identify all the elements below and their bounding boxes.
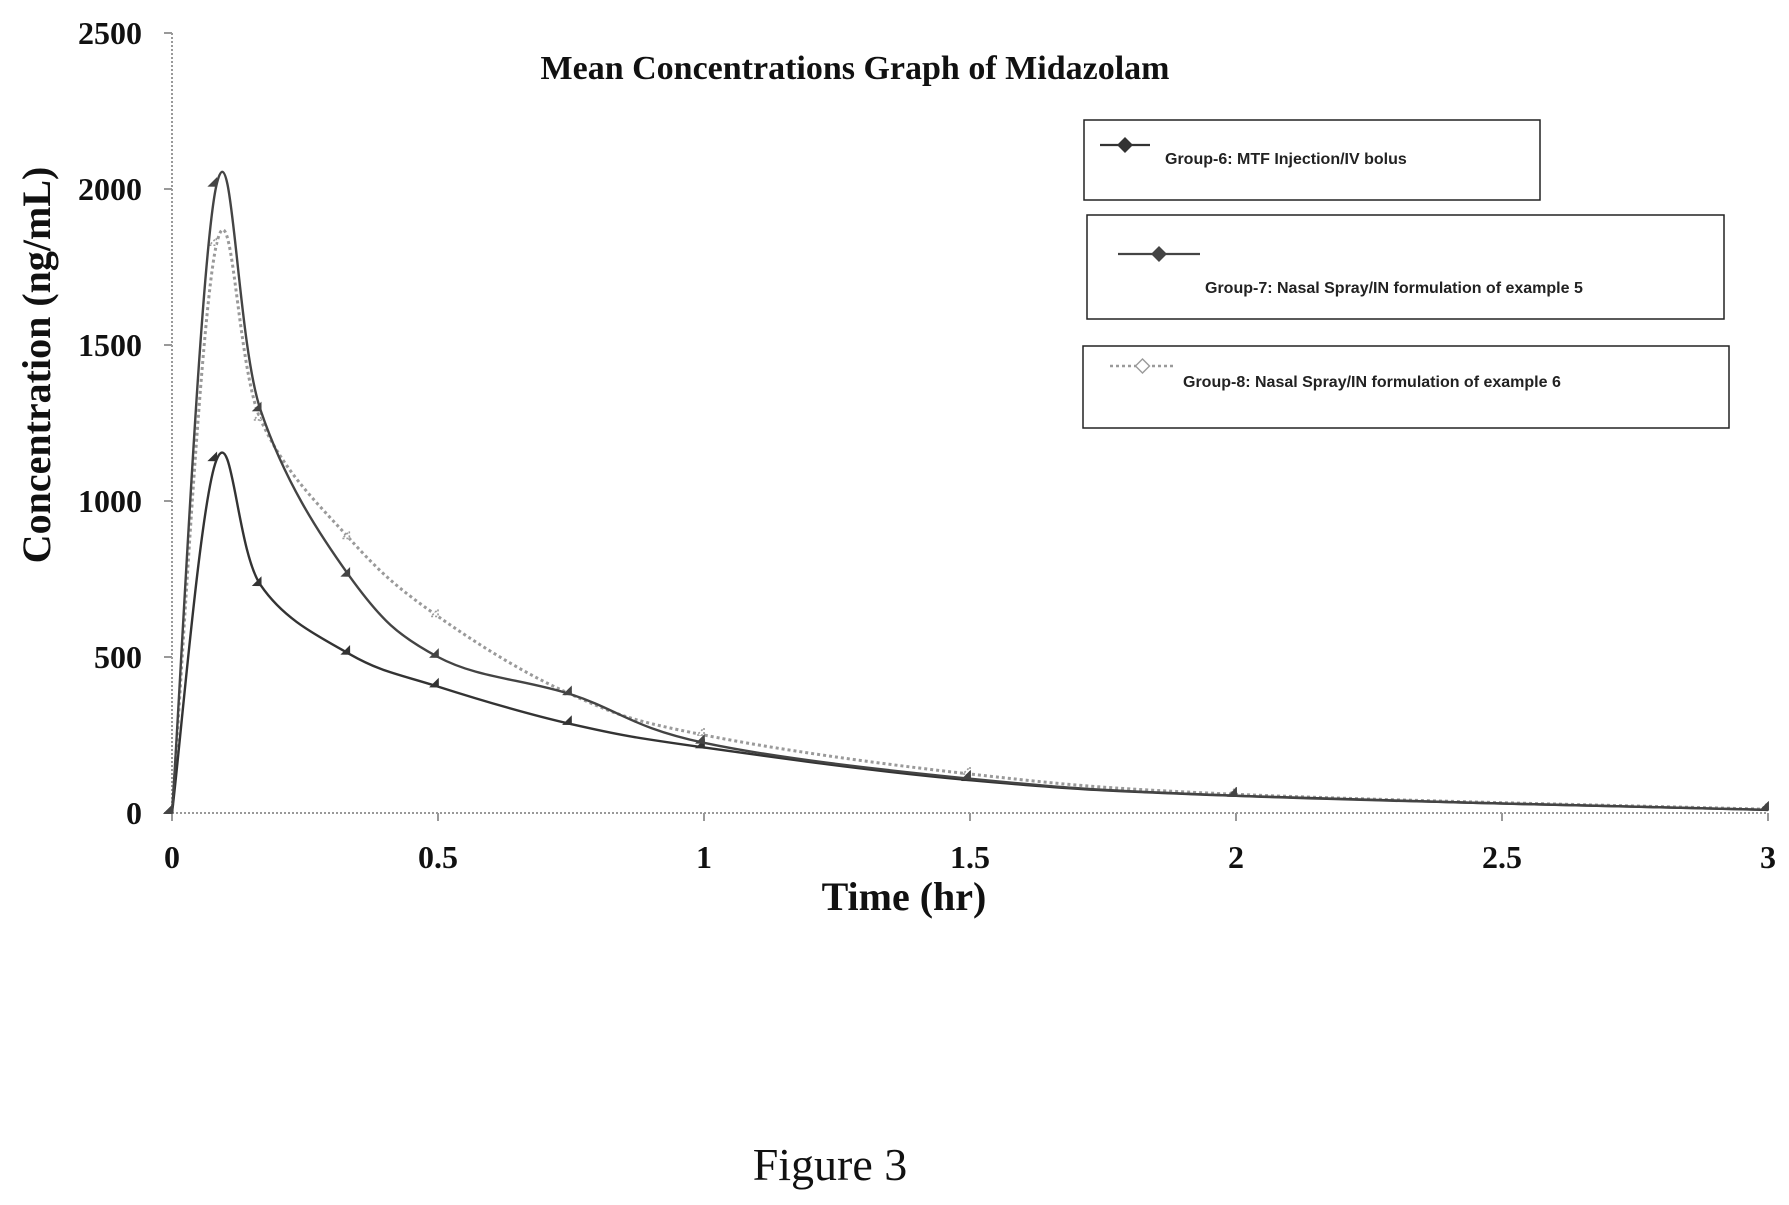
legend-swatch-marker: [1134, 358, 1151, 374]
series-marker: [695, 733, 705, 744]
legend-label: Group-8: Nasal Spray/IN formulation of e…: [1183, 374, 1561, 391]
series-marker: [429, 607, 439, 618]
legend-box: [1086, 214, 1725, 320]
legend-swatch-marker: [1117, 137, 1133, 153]
series-marker: [251, 401, 262, 412]
y-tick-label: 500: [94, 639, 142, 675]
series-marker: [251, 576, 262, 587]
series-group-1: [163, 451, 1769, 814]
legend-item-2: Group-7: Nasal Spray/IN formulation of e…: [1086, 214, 1725, 320]
series-marker: [1227, 786, 1237, 797]
series-marker: [163, 804, 173, 814]
x-tick-label: 1: [696, 839, 712, 875]
series-marker: [429, 648, 439, 658]
y-tick-label: 1500: [78, 327, 142, 363]
series-marker: [562, 715, 572, 725]
y-tick-label: 2500: [78, 15, 142, 51]
legend-item-1: Group-6: MTF Injection/IV bolus: [1083, 119, 1541, 201]
legend-swatch-marker: [1151, 246, 1167, 262]
series-marker: [207, 451, 218, 462]
x-tick-label: 1.5: [950, 839, 990, 875]
series-marker: [961, 769, 971, 780]
x-tick-label: 3: [1760, 839, 1776, 875]
series-line: [170, 451, 1769, 814]
x-tick-label: 0: [164, 839, 180, 875]
chart-title: Mean Concentrations Graph of Midazolam: [541, 50, 1170, 87]
series-marker: [207, 176, 218, 187]
series-marker: [207, 236, 218, 247]
chart-series-layer: [163, 170, 1769, 814]
figure-caption: Figure 3: [753, 1139, 908, 1190]
series-marker: [429, 677, 439, 688]
legend-box: [1083, 119, 1541, 201]
series-marker: [251, 410, 262, 421]
x-axis-title: Time (hr): [822, 874, 987, 919]
series-marker: [340, 529, 351, 540]
y-tick-label: 2000: [78, 171, 142, 207]
series-marker: [695, 726, 705, 736]
chart-axes: 0 500 1000 1500 2000 2500 0 0.5 1 1.5 2 2.5 3: [78, 15, 1776, 875]
x-tick-label: 0.5: [418, 839, 458, 875]
y-tick-label: 1000: [78, 483, 142, 519]
y-axis-title: Concentration (ng/mL): [14, 167, 59, 564]
y-tick-label: 0: [126, 795, 142, 831]
legend-item-3: Group-8: Nasal Spray/IN formulation of e…: [1082, 345, 1730, 429]
series-marker: [1759, 800, 1769, 811]
series-group-2: [163, 170, 1769, 814]
x-tick-label: 2: [1228, 839, 1244, 875]
legend-label: Group-7: Nasal Spray/IN formulation of e…: [1205, 280, 1583, 297]
chart-legend: Group-6: MTF Injection/IV bolus Group-7: …: [1082, 119, 1730, 429]
legend-box: [1082, 345, 1730, 429]
x-tick-label: 2.5: [1482, 839, 1522, 875]
series-marker: [340, 644, 351, 655]
series-line: [170, 228, 1769, 814]
series-marker: [340, 566, 351, 577]
legend-label: Group-6: MTF Injection/IV bolus: [1165, 151, 1407, 168]
series-marker: [562, 685, 572, 696]
